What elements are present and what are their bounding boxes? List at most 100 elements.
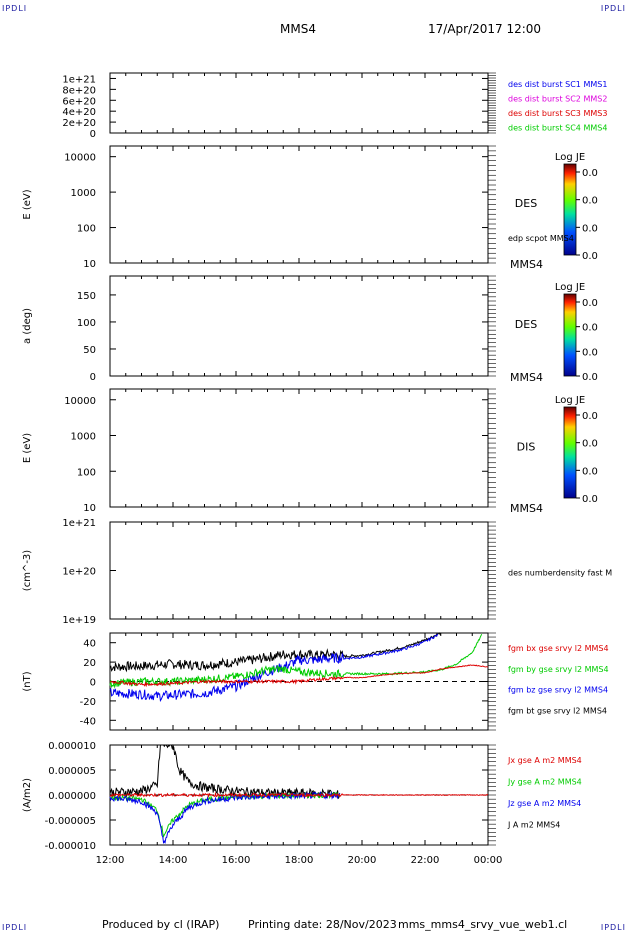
panel-7-series-3 [109,790,341,844]
corner-label-bottom-left: IPDLI [2,923,28,932]
panel-1-legend-entry: des dist burst SC3 MMS3 [508,109,607,118]
corner-label-top-right: IPDLI [600,4,626,13]
panel-4-ytick-label: 10 [83,503,96,514]
colorbar-3-tick-label: 0.0 [582,372,598,383]
panel-1-ytick-label: 1e+21 [62,74,96,85]
panel-2-frame [109,145,489,264]
colorbar-4-tick-label: 0.0 [582,494,598,505]
panel-6-ytick-label: 0 [90,678,96,689]
xaxis-tick-label: 00:00 [474,855,503,866]
panel-6-legend-entry: fgm bx gse srvy l2 MMS4 [508,644,609,653]
xaxis-tick-label: 12:00 [96,855,125,866]
panel-1-ytick-label: 6e+20 [62,96,96,107]
xaxis-tick-label: 20:00 [348,855,377,866]
colorbar-3-tick-label: 0.0 [582,298,598,309]
panel-3-ytick-label: 50 [83,345,96,356]
colorbar-4-label: Log JE [555,395,585,406]
panel-5-ytick-label: 1e+19 [62,615,96,626]
panel-6-series-4 [109,664,489,688]
colorbar-4-tick-label: 0.0 [582,439,598,450]
panel-3-ytick-label: 100 [77,318,96,329]
panel-6-series-2 [109,633,439,703]
panel-3-frame [109,275,489,377]
panel-1-ytick-label: 4e+20 [62,107,96,118]
colorbar-4-tick-label: 0.0 [582,466,598,477]
panel-7-ytick-label: 0.000010 [48,741,96,752]
colorbar-2-tick-label: 0.0 [582,223,598,234]
colorbar-2-tick-label: 0.0 [582,251,598,262]
panel-5-ytick-label: 1e+20 [62,567,96,578]
panel-1-legend-entry: des dist burst SC4 MMS4 [508,124,607,133]
panel-7-legend-entry: Jz gse A m2 MMS4 [507,799,581,808]
panel-5-legend-label: des numberdensity fast M [508,568,612,577]
panel-6-ylabel: (nT) [22,671,33,691]
panel-2-ytick-label: 10000 [64,153,96,164]
panel-6-series-1 [109,632,442,673]
corner-label-top-left: IPDLI [2,4,28,13]
spacecraft-title: MMS4 [280,22,316,36]
panel-3-ytick-label: 150 [77,291,96,302]
footer-filename: mms_mms4_srvy_vue_web1.cl [398,918,568,931]
xaxis-tick-label: 18:00 [285,855,314,866]
panel-6-legend-entry: fgm bt gse srvy l2 MMS4 [508,706,607,715]
panel-4-ytick-label: 10000 [64,396,96,407]
panel-6-ytick-label: 20 [83,658,96,669]
panel-4-ylabel: E (eV) [22,433,33,463]
footer-printing-date: Printing date: 28/Nov/2023 [248,918,397,931]
colorbar-4-tick-label: 0.0 [582,411,598,422]
panel-1-legend-entry: des dist burst SC2 MMS2 [508,95,607,104]
footer-produced: Produced by cl (IRAP) [102,918,220,931]
panel-7-ytick-label: -0.000010 [45,841,96,852]
colorbar-2 [563,163,577,256]
panel-3-ytick-label: 0 [90,372,96,383]
date-title: 17/Apr/2017 12:00 [428,22,542,36]
colorbar-2-tick-label: 0.0 [582,168,598,179]
colorbar-4 [563,406,577,499]
panel-3-spacecraft-label: MMS4 [510,371,543,384]
panel-2-spacecraft-label: MMS4 [510,258,543,271]
panel-7-ytick-label: -0.000005 [45,816,96,827]
panel-6-legend-entry: fgm bz gse srvy l2 MMS4 [508,686,608,695]
panel-4-frame [109,388,489,508]
panel-7-series-4 [109,791,489,799]
colorbar-3-tick-label: 0.0 [582,323,598,334]
panel-6-ytick-label: -20 [80,697,96,708]
panel-6-ytick-label: 40 [83,639,96,650]
panel-7-ytick-label: 0.000000 [48,791,96,802]
panel-2-ytick-label: 10 [83,259,96,270]
panel-7-legend-entry: J A m2 MMS4 [507,821,560,830]
panel-6-ytick-label: -40 [80,716,96,727]
panel-7-legend-entry: Jy gse A m2 MMS4 [507,778,582,787]
panel-6-legend-entry: fgm by gse srvy l2 MMS4 [508,665,609,674]
panel-2-ytick-label: 100 [77,224,96,235]
corner-label-bottom-right: IPDLI [600,923,626,932]
panel-7-series-2 [109,791,341,838]
panel-2-sublabel: edp scpot MMS4 [508,234,574,243]
panel-1-frame [109,72,489,134]
panel-5-ylabel: (cm^-3) [22,550,33,591]
panel-4-instrument-label: DIS [517,440,536,453]
panel-3-instrument-label: DES [515,318,537,331]
panel-5-frame [109,521,489,620]
panel-7-series-1 [109,744,341,800]
panel-1-ytick-label: 2e+20 [62,118,96,129]
panel-4-ytick-label: 100 [77,467,96,478]
panel-1-legend-entry: des dist burst SC1 MMS1 [508,80,607,89]
colorbar-3-tick-label: 0.0 [582,347,598,358]
panel-3-ylabel: a (deg) [22,308,33,344]
colorbar-2-tick-label: 0.0 [582,196,598,207]
panel-7-ytick-label: 0.000005 [48,766,96,777]
colorbar-2-label: Log JE [555,152,585,163]
panel-4-ytick-label: 1000 [71,432,96,443]
panel-7-legend-entry: Jx gse A m2 MMS4 [507,756,582,765]
panel-7-ylabel: (A/m2) [22,778,33,812]
xaxis-tick-label: 16:00 [222,855,251,866]
panel-4-spacecraft-label: MMS4 [510,502,543,515]
colorbar-3 [563,293,577,377]
panel-2-instrument-label: DES [515,197,537,210]
panel-6-series-3 [109,633,483,689]
panel-1-ytick-label: 8e+20 [62,85,96,96]
xaxis-tick-label: 22:00 [411,855,440,866]
